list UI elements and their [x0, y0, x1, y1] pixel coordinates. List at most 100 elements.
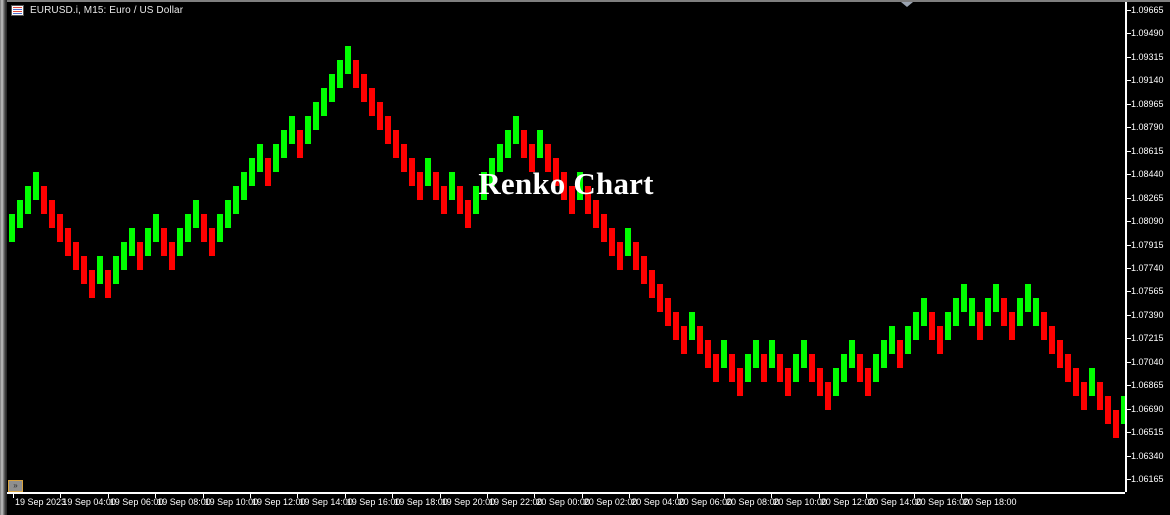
renko-brick: [129, 228, 135, 256]
renko-brick: [817, 368, 823, 396]
time-axis-tick: [676, 494, 678, 498]
chart-shift-button[interactable]: »: [8, 480, 23, 492]
renko-brick: [777, 354, 783, 382]
time-axis-tick: [818, 494, 820, 498]
time-axis-tick: [107, 494, 109, 498]
renko-brick: [873, 354, 879, 382]
renko-brick: [25, 186, 31, 214]
renko-brick: [513, 116, 519, 144]
renko-brick: [593, 200, 599, 228]
time-axis-tick: [866, 494, 868, 498]
renko-brick: [505, 130, 511, 158]
time-axis[interactable]: 19 Sep 2023 19 Sep 04:00 19 Sep 06:00 19 Se…: [7, 492, 1125, 515]
price-axis-tick: [1127, 361, 1131, 363]
renko-brick: [497, 144, 503, 172]
time-axis-tick: [439, 494, 441, 498]
renko-brick: [633, 242, 639, 270]
time-axis-tick: [913, 494, 915, 498]
time-axis-label: 19 Sep 10:00: [204, 497, 259, 507]
renko-brick: [737, 368, 743, 396]
time-axis-tick: [13, 494, 14, 498]
renko-brick: [169, 242, 175, 270]
renko-brick: [1113, 410, 1119, 438]
renko-brick: [81, 256, 87, 284]
time-axis-label: 19 Sep 14:00: [299, 497, 353, 507]
chart-plot-area[interactable]: Renko Chart: [7, 18, 1125, 492]
renko-brick: [585, 186, 591, 214]
renko-brick: [457, 186, 463, 214]
renko-brick: [897, 340, 903, 368]
price-axis-tick: [1127, 197, 1131, 199]
renko-brick: [761, 354, 767, 382]
renko-brick: [929, 312, 935, 340]
renko-brick: [337, 60, 343, 88]
symbol-list-icon: [11, 4, 24, 16]
window-top-border: [0, 0, 1170, 2]
renko-brick: [577, 172, 583, 200]
price-axis-label: 1.07740: [1131, 262, 1164, 273]
renko-brick: [833, 368, 839, 396]
renko-brick: [417, 172, 423, 200]
renko-brick: [1041, 312, 1047, 340]
chart-symbol-title: EURUSD.i, M15: Euro / US Dollar: [30, 4, 184, 16]
price-axis-label: 1.09315: [1131, 51, 1164, 62]
renko-brick: [289, 116, 295, 144]
renko-brick: [97, 256, 103, 284]
renko-brick: [729, 354, 735, 382]
renko-brick: [121, 242, 127, 270]
renko-brick: [145, 228, 151, 256]
price-axis-label: 1.06690: [1131, 403, 1164, 414]
renko-brick: [153, 214, 159, 242]
renko-brick: [969, 298, 975, 326]
price-axis[interactable]: 1.09665 1.09490 1.09315 1.09140 1.08965 1.087…: [1125, 2, 1170, 492]
renko-brick: [409, 158, 415, 186]
renko-brick: [1001, 298, 1007, 326]
time-axis-label: 19 Sep 06:00: [109, 497, 164, 507]
time-axis-label: 20 Sep 14:00: [868, 497, 922, 507]
renko-brick: [921, 298, 927, 326]
time-axis-tick: [297, 494, 299, 498]
renko-brick: [697, 326, 703, 354]
renko-brick: [185, 214, 191, 242]
time-axis-label: 20 Sep 18:00: [963, 497, 1017, 507]
renko-brick: [73, 242, 79, 270]
price-axis-tick: [1127, 244, 1131, 246]
price-axis-label: 1.08615: [1131, 145, 1164, 156]
renko-brick: [345, 46, 351, 74]
renko-brick: [865, 368, 871, 396]
price-axis-tick: [1127, 56, 1131, 58]
renko-brick: [649, 270, 655, 298]
time-axis-line: [7, 492, 1125, 494]
renko-brick: [913, 312, 919, 340]
renko-brick: [225, 200, 231, 228]
time-axis-label: 20 Sep 08:00: [726, 497, 780, 507]
time-axis-label: 19 Sep 04:00: [62, 497, 116, 507]
price-axis-tick: [1127, 221, 1131, 223]
chart-top-marker-icon[interactable]: [901, 2, 913, 7]
time-axis-label: 20 Sep 12:00: [820, 497, 875, 507]
renko-brick: [825, 382, 831, 410]
renko-brick: [369, 88, 375, 116]
price-axis-tick: [1127, 291, 1131, 293]
price-axis-label: 1.06515: [1131, 427, 1164, 438]
renko-brick: [425, 158, 431, 186]
renko-brick: [1105, 396, 1111, 424]
price-axis-line: [1125, 2, 1127, 492]
price-axis-tick: [1127, 338, 1131, 340]
price-axis-label: 1.07915: [1131, 239, 1164, 250]
renko-brick-series: [9, 46, 1125, 438]
renko-brick: [273, 144, 279, 172]
price-axis-label: 1.08790: [1131, 122, 1164, 133]
time-axis-tick: [629, 494, 631, 498]
time-axis-tick: [581, 494, 583, 498]
renko-brick: [241, 172, 247, 200]
renko-brick: [257, 144, 263, 172]
renko-brick: [377, 102, 383, 130]
renko-brick: [489, 158, 495, 186]
renko-brick: [1097, 382, 1103, 410]
price-axis-label: 1.07390: [1131, 309, 1164, 320]
renko-brick: [353, 60, 359, 88]
time-axis-label: 20 Sep 04:00: [631, 497, 685, 507]
renko-brick: [1057, 340, 1063, 368]
price-axis-label: 1.08265: [1131, 192, 1164, 203]
